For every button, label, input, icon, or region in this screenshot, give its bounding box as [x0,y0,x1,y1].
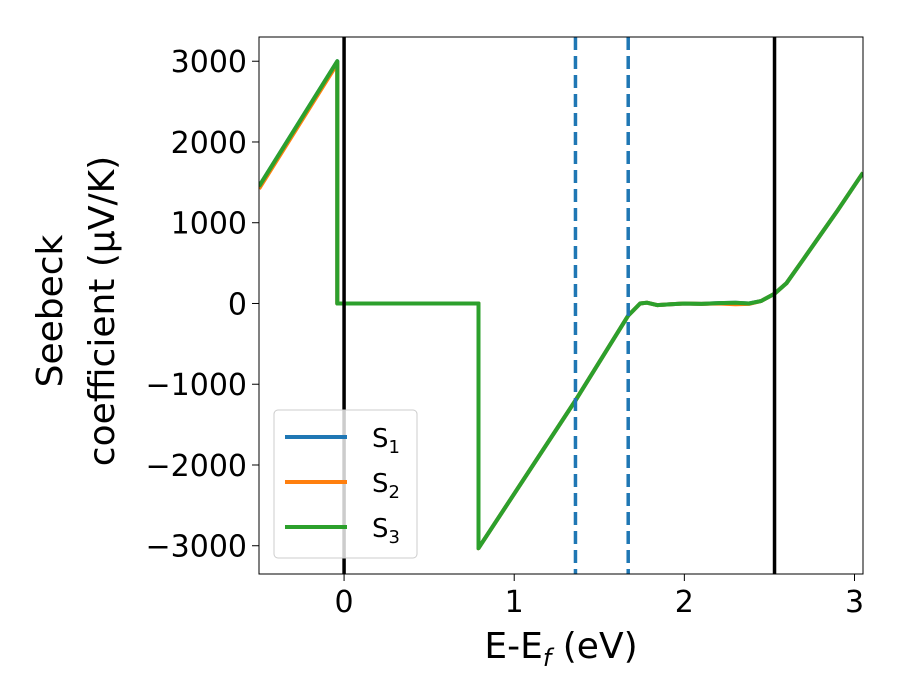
x-axis-title: E-Ef (eV) [484,626,637,672]
legend: S1 S2 S3 [273,409,418,559]
y-tick-label: −1000 [146,368,247,403]
legend-label-s2: S2 [372,469,400,503]
x-tick-label: 0 [335,585,354,620]
y-tick-label: 0 [228,287,247,322]
y-tick-label: 2000 [171,126,247,161]
x-tick-label: 3 [845,585,864,620]
legend-label-s3-name: S [372,514,389,544]
plot-frame [258,36,864,575]
x-tick-label: 2 [675,585,694,620]
legend-label-s3-sub: 3 [389,527,400,548]
y-axis-title-line1: Seebeck [30,234,71,387]
x-tick-label: 1 [505,585,524,620]
legend-label-s1-name: S [372,424,389,454]
y-axis-title-line2: coefficient (μV/K) [82,156,123,466]
series-line-s3 [259,59,863,551]
x-axis-title-unit: (eV) [551,626,637,667]
axis-ticks: 0 1 2 3 −3000 −2000 −1000 0 1000 2000 3000 [146,45,865,620]
y-tick-label: −2000 [146,449,247,484]
y-axis-title: Seebeck coefficient (μV/K) [30,156,123,466]
legend-label-s2-sub: 2 [389,482,400,503]
y-tick-label: 1000 [171,207,247,242]
y-tick-label: 3000 [171,45,247,80]
plot-area [259,37,863,574]
plot-lines [259,37,863,574]
legend-label-s1-sub: 1 [389,437,400,458]
y-tick-label: −3000 [146,530,247,565]
x-axis-title-main: E-E [484,626,542,667]
legend-label-s2-name: S [372,469,389,499]
legend-label-s1: S1 [372,424,400,458]
legend-label-s3: S3 [372,514,400,548]
